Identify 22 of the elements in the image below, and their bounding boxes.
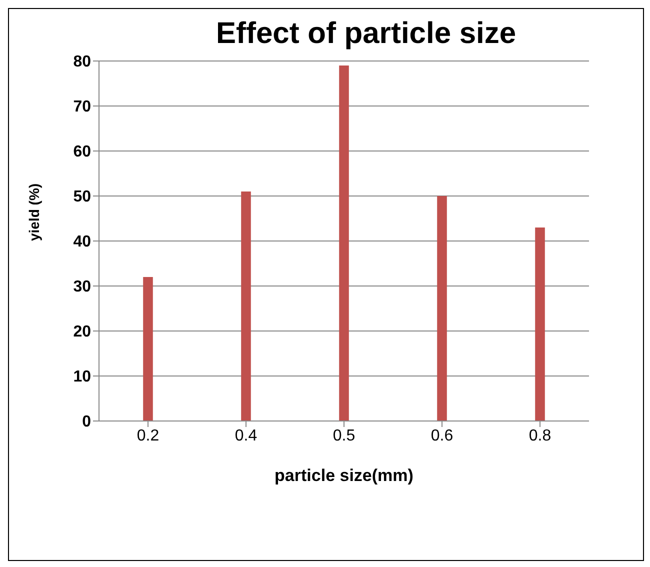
bar [339,66,349,421]
y-tick-label: 20 [73,324,92,341]
bar [437,196,447,421]
y-tick-label: 60 [73,144,92,161]
y-tick-label: 70 [73,98,92,116]
x-tick-label: 0.4 [234,427,258,444]
y-tick-label: 50 [73,188,92,206]
y-tick-label: 10 [73,368,92,386]
x-tick-label: 0.5 [332,427,356,444]
y-tick-label: 40 [73,234,92,251]
y-tick-label: 0 [82,414,92,431]
y-tick-label: 30 [73,278,92,296]
x-axis-title: particle size(mm) [274,466,414,485]
y-tick-label: 80 [73,54,92,71]
x-tick-label: 0.6 [430,427,454,444]
y-axis-title: yield (%) [26,183,42,241]
chart-title: Effect of particle size [214,17,518,51]
bar [241,192,251,421]
bar [535,228,545,421]
x-tick-label: 0.8 [528,427,552,444]
x-tick-label: 0.2 [136,427,160,444]
bar [143,277,153,421]
